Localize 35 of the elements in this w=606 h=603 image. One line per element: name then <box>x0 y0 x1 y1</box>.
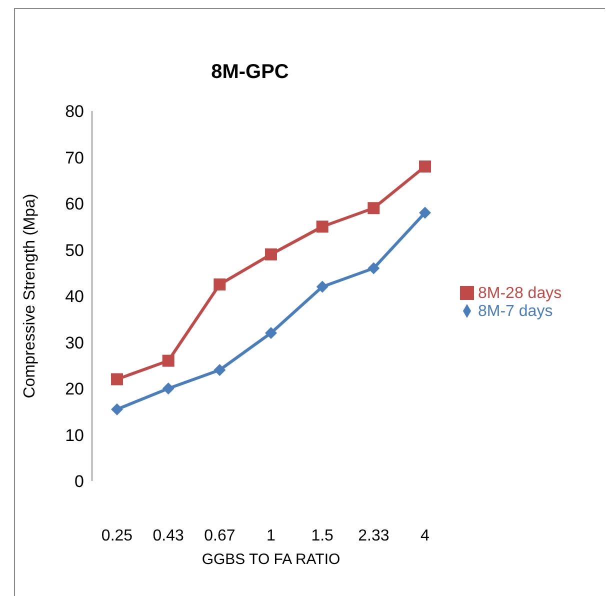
point <box>111 373 123 386</box>
point <box>316 220 328 233</box>
x-tick-label: 1.5 <box>311 527 334 544</box>
chart-title: 8M-GPC <box>210 61 290 84</box>
point <box>419 160 431 172</box>
x-tick-label: 0.67 <box>204 527 236 544</box>
y-tick-label: 40 <box>65 287 84 306</box>
y-tick-label: 0 <box>74 472 84 492</box>
x-tick-label: 0.25 <box>101 527 133 544</box>
x-tick-label: 1 <box>266 527 276 544</box>
y-tick-label: 20 <box>65 380 84 399</box>
point <box>368 262 380 274</box>
y-axis-title: Compressive Strength (Mpa) <box>22 194 39 398</box>
point <box>368 202 380 214</box>
point <box>214 278 226 290</box>
x-tick-label: 0.43 <box>152 527 184 544</box>
point <box>111 403 123 416</box>
point <box>162 382 174 394</box>
y-tick-label: 30 <box>65 333 84 352</box>
legend-label: 8M-7 days <box>478 302 553 320</box>
y-tick-label: 50 <box>65 240 84 260</box>
x-axis-title: GGBS TO FA RATIO <box>202 551 340 568</box>
point <box>265 327 277 339</box>
legend-label: 8M-28 days <box>478 284 562 302</box>
y-tick-label: 80 <box>65 102 84 122</box>
y-tick-label: 10 <box>65 426 84 445</box>
y-tick-label: 70 <box>65 148 84 168</box>
y-tick-label: 60 <box>65 194 84 214</box>
x-tick-label: 2.33 <box>358 527 390 544</box>
point <box>265 248 277 260</box>
point <box>214 364 226 376</box>
point <box>316 280 328 293</box>
point <box>162 354 174 367</box>
point <box>419 206 431 219</box>
x-tick-label: 4 <box>420 527 430 544</box>
